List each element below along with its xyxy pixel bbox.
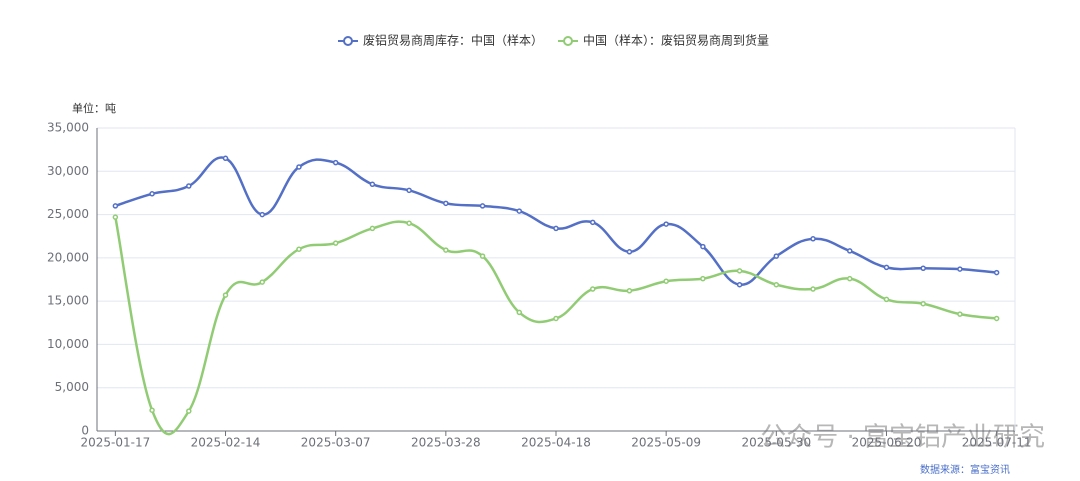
x-tick-label: 2025-02-14 <box>191 436 261 450</box>
data-point <box>847 248 853 254</box>
data-point <box>516 208 523 214</box>
data-point <box>957 266 963 272</box>
data-point <box>773 253 780 259</box>
data-point <box>112 203 119 209</box>
legend-label: 废铝贸易商周库存：中国（样本） <box>363 33 543 48</box>
data-point <box>296 246 302 252</box>
data-point <box>883 264 890 271</box>
data-point <box>736 268 743 274</box>
data-point <box>736 281 743 288</box>
y-tick-label: 30,000 <box>47 164 89 178</box>
unit-label: 单位：吨 <box>72 101 116 115</box>
data-point <box>443 200 449 207</box>
legend: 废铝贸易商周库存：中国（样本） 中国（样本）：废铝贸易商周到货量 <box>338 33 769 48</box>
x-tick-label: 2025-05-09 <box>631 436 701 450</box>
data-point <box>479 253 486 259</box>
legend-label: 中国（样本）：废铝贸易商周到货量 <box>583 33 769 48</box>
data-point <box>663 221 669 227</box>
data-point <box>406 187 412 194</box>
x-tick-label: 2025-01-17 <box>80 436 150 450</box>
data-point <box>443 247 449 253</box>
data-point <box>553 315 559 322</box>
data-point <box>259 211 265 218</box>
data-point <box>810 236 816 242</box>
data-point <box>259 279 265 285</box>
data-point <box>626 288 633 294</box>
source: 数据来源：富宝资讯 <box>920 463 1010 476</box>
y-tick-label: 35,000 <box>47 121 89 135</box>
data-point <box>112 214 119 220</box>
data-point <box>479 203 486 209</box>
data-point <box>700 275 706 282</box>
y-tick-label: 0 <box>81 424 89 438</box>
x-tick-label: 2025-03-07 <box>301 436 371 450</box>
x-tick-label: 2025-06-20 <box>852 436 922 450</box>
data-point <box>993 315 1000 322</box>
data-point <box>369 181 376 188</box>
data-point <box>332 240 339 246</box>
data-point <box>332 159 339 166</box>
data-point <box>516 309 523 316</box>
data-point <box>626 249 633 255</box>
data-point <box>700 243 706 250</box>
data-point <box>920 300 926 307</box>
legend-marker <box>563 36 574 46</box>
x-tick-label: 2025-03-28 <box>411 436 481 450</box>
data-point <box>296 164 302 170</box>
data-point <box>553 225 559 232</box>
data-point <box>406 220 412 226</box>
y-tick-label: 5,000 <box>55 380 89 394</box>
data-point <box>149 191 155 197</box>
data-point <box>883 296 890 303</box>
data-point <box>957 311 963 317</box>
x-tick-label: 2025-07-11 <box>962 436 1032 450</box>
y-tick-label: 15,000 <box>47 294 89 308</box>
x-tick-label: 2025-05-30 <box>741 436 811 450</box>
data-point <box>186 183 192 189</box>
data-point <box>589 286 596 292</box>
series-line <box>114 156 997 286</box>
data-point <box>222 155 229 162</box>
data-point <box>773 281 780 288</box>
x-tick-label: 2025-04-18 <box>521 436 591 450</box>
data-point <box>663 278 669 284</box>
data-point <box>847 275 853 282</box>
data-point <box>186 408 192 414</box>
data-point <box>222 292 229 298</box>
data-point <box>810 286 816 292</box>
data-point <box>149 407 155 413</box>
legend-marker <box>343 36 353 46</box>
y-tick-label: 20,000 <box>47 250 89 264</box>
series-line <box>114 216 997 436</box>
data-point <box>589 219 596 226</box>
y-tick-label: 25,000 <box>47 207 89 221</box>
watermark: 公众号 · 富宝铝产业研究 <box>760 423 1045 453</box>
data-point <box>369 225 376 232</box>
data-point <box>920 265 926 271</box>
data-point <box>993 269 1000 276</box>
y-tick-label: 10,000 <box>47 337 89 351</box>
